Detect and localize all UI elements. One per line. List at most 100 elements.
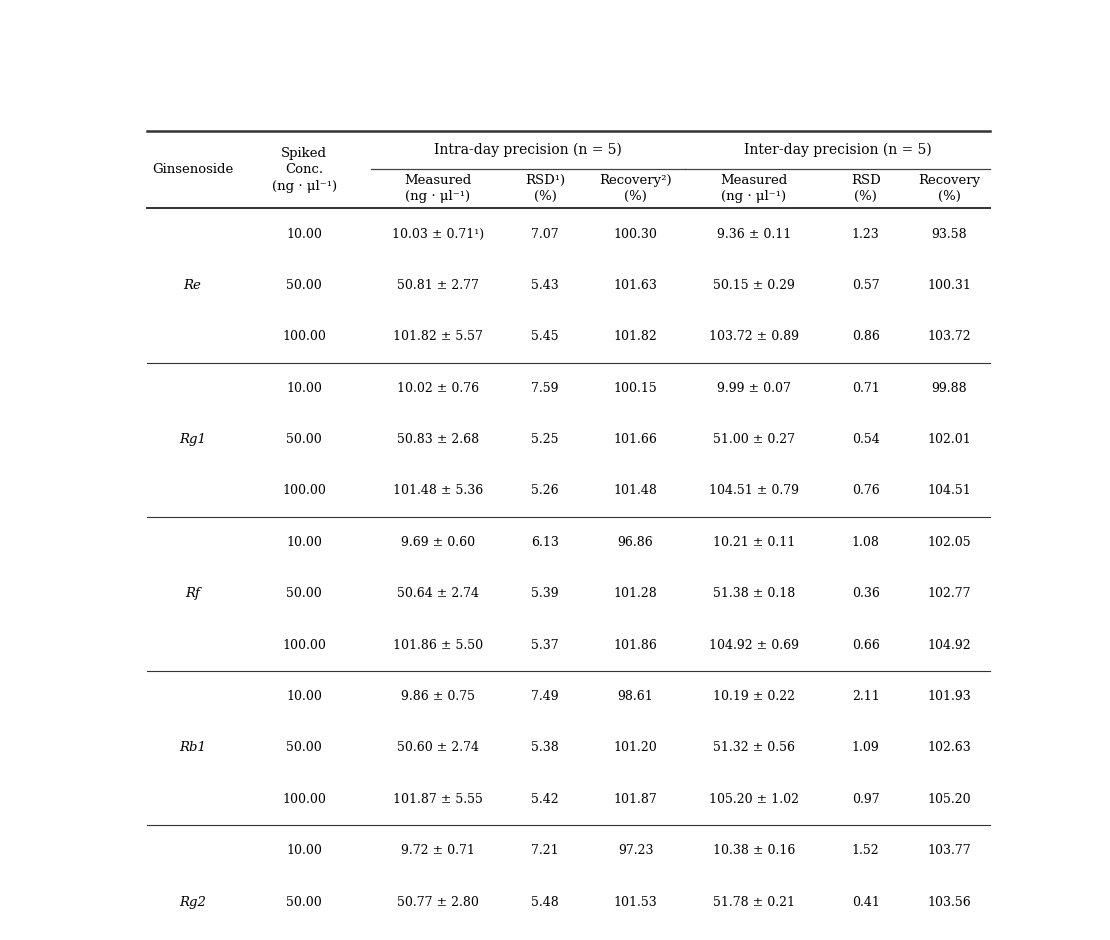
Text: Rg1: Rg1	[179, 433, 206, 446]
Text: 0.66: 0.66	[851, 638, 879, 651]
Text: Rg2: Rg2	[179, 896, 206, 909]
Text: 50.00: 50.00	[286, 896, 322, 909]
Text: 7.07: 7.07	[532, 227, 559, 241]
Text: 9.72 ± 0.71: 9.72 ± 0.71	[401, 844, 475, 857]
Text: 50.83 ± 2.68: 50.83 ± 2.68	[396, 433, 478, 446]
Text: 50.60 ± 2.74: 50.60 ± 2.74	[396, 742, 478, 755]
Text: 102.01: 102.01	[928, 433, 971, 446]
Text: 101.93: 101.93	[928, 690, 971, 703]
Text: 102.77: 102.77	[928, 588, 971, 601]
Text: 7.21: 7.21	[532, 844, 559, 857]
Text: 103.77: 103.77	[928, 844, 971, 857]
Text: 101.87: 101.87	[614, 792, 657, 806]
Text: RSD
(%): RSD (%)	[850, 174, 880, 203]
Text: 101.20: 101.20	[614, 742, 657, 755]
Text: 0.76: 0.76	[851, 484, 879, 497]
Text: 50.00: 50.00	[286, 279, 322, 292]
Text: 0.71: 0.71	[851, 382, 879, 395]
Text: 101.86: 101.86	[614, 638, 657, 651]
Text: 1.09: 1.09	[851, 742, 879, 755]
Text: 97.23: 97.23	[618, 844, 654, 857]
Text: 99.88: 99.88	[931, 382, 967, 395]
Text: Recovery²)
(%): Recovery²) (%)	[599, 174, 672, 203]
Text: 10.03 ± 0.71¹): 10.03 ± 0.71¹)	[392, 227, 484, 241]
Text: 10.02 ± 0.76: 10.02 ± 0.76	[396, 382, 478, 395]
Text: 0.57: 0.57	[851, 279, 879, 292]
Text: Inter-day precision (n = 5): Inter-day precision (n = 5)	[744, 143, 931, 157]
Text: 102.05: 102.05	[928, 536, 971, 549]
Text: 6.13: 6.13	[532, 536, 559, 549]
Text: 0.86: 0.86	[851, 330, 879, 343]
Text: 101.63: 101.63	[614, 279, 657, 292]
Text: 101.87 ± 5.55: 101.87 ± 5.55	[393, 792, 483, 806]
Text: 5.38: 5.38	[532, 742, 559, 755]
Text: 9.99 ± 0.07: 9.99 ± 0.07	[717, 382, 790, 395]
Text: Re: Re	[183, 279, 201, 292]
Text: 10.21 ± 0.11: 10.21 ± 0.11	[713, 536, 795, 549]
Text: 100.30: 100.30	[614, 227, 657, 241]
Text: 10.19 ± 0.22: 10.19 ± 0.22	[713, 690, 795, 703]
Text: Rb1: Rb1	[179, 742, 206, 755]
Text: 7.59: 7.59	[532, 382, 559, 395]
Text: 104.92 ± 0.69: 104.92 ± 0.69	[709, 638, 799, 651]
Text: 100.00: 100.00	[282, 330, 326, 343]
Text: 51.32 ± 0.56: 51.32 ± 0.56	[713, 742, 795, 755]
Text: 0.36: 0.36	[851, 588, 879, 601]
Text: 104.51 ± 0.79: 104.51 ± 0.79	[709, 484, 799, 497]
Text: 93.58: 93.58	[931, 227, 967, 241]
Text: 101.66: 101.66	[614, 433, 657, 446]
Text: 100.00: 100.00	[282, 484, 326, 497]
Text: 51.38 ± 0.18: 51.38 ± 0.18	[713, 588, 795, 601]
Text: 50.15 ± 0.29: 50.15 ± 0.29	[713, 279, 795, 292]
Text: 96.86: 96.86	[617, 536, 654, 549]
Text: 104.92: 104.92	[928, 638, 971, 651]
Text: 50.81 ± 2.77: 50.81 ± 2.77	[396, 279, 478, 292]
Text: 101.48: 101.48	[614, 484, 657, 497]
Text: 101.28: 101.28	[614, 588, 657, 601]
Text: 10.00: 10.00	[286, 382, 322, 395]
Text: 101.86 ± 5.50: 101.86 ± 5.50	[393, 638, 483, 651]
Text: 10.00: 10.00	[286, 690, 322, 703]
Text: 10.00: 10.00	[286, 227, 322, 241]
Text: 105.20 ± 1.02: 105.20 ± 1.02	[709, 792, 799, 806]
Text: 50.00: 50.00	[286, 588, 322, 601]
Text: 102.63: 102.63	[928, 742, 971, 755]
Text: 5.25: 5.25	[532, 433, 559, 446]
Text: 103.56: 103.56	[928, 896, 971, 909]
Text: 50.64 ± 2.74: 50.64 ± 2.74	[396, 588, 478, 601]
Text: Measured
(ng · μl⁻¹): Measured (ng · μl⁻¹)	[720, 174, 787, 203]
Text: 104.51: 104.51	[928, 484, 971, 497]
Text: Intra-day precision (n = 5): Intra-day precision (n = 5)	[434, 143, 622, 157]
Text: 5.48: 5.48	[532, 896, 559, 909]
Text: 1.52: 1.52	[851, 844, 879, 857]
Text: 105.20: 105.20	[928, 792, 971, 806]
Text: 50.77 ± 2.80: 50.77 ± 2.80	[396, 896, 478, 909]
Text: 9.36 ± 0.11: 9.36 ± 0.11	[717, 227, 791, 241]
Text: 2.11: 2.11	[851, 690, 879, 703]
Text: 50.00: 50.00	[286, 742, 322, 755]
Text: 0.97: 0.97	[851, 792, 879, 806]
Text: 9.69 ± 0.60: 9.69 ± 0.60	[401, 536, 475, 549]
Text: Spiked
Conc.
(ng · μl⁻¹): Spiked Conc. (ng · μl⁻¹)	[272, 147, 337, 193]
Text: 10.38 ± 0.16: 10.38 ± 0.16	[713, 844, 795, 857]
Text: Ginsenoside: Ginsenoside	[152, 164, 233, 176]
Text: 101.53: 101.53	[614, 896, 657, 909]
Text: 7.49: 7.49	[532, 690, 559, 703]
Text: 98.61: 98.61	[617, 690, 654, 703]
Text: Measured
(ng · μl⁻¹): Measured (ng · μl⁻¹)	[404, 174, 472, 203]
Text: 101.82: 101.82	[614, 330, 657, 343]
Text: 10.00: 10.00	[286, 536, 322, 549]
Text: 51.78 ± 0.21: 51.78 ± 0.21	[713, 896, 795, 909]
Text: 0.54: 0.54	[851, 433, 879, 446]
Text: 100.15: 100.15	[614, 382, 657, 395]
Text: RSD¹)
(%): RSD¹) (%)	[525, 174, 565, 203]
Text: 103.72: 103.72	[928, 330, 971, 343]
Text: 101.82 ± 5.57: 101.82 ± 5.57	[393, 330, 483, 343]
Text: 5.26: 5.26	[532, 484, 559, 497]
Text: 5.43: 5.43	[532, 279, 559, 292]
Text: 9.86 ± 0.75: 9.86 ± 0.75	[401, 690, 475, 703]
Text: 5.45: 5.45	[532, 330, 559, 343]
Text: Rf: Rf	[185, 588, 200, 601]
Text: 50.00: 50.00	[286, 433, 322, 446]
Text: 0.41: 0.41	[851, 896, 879, 909]
